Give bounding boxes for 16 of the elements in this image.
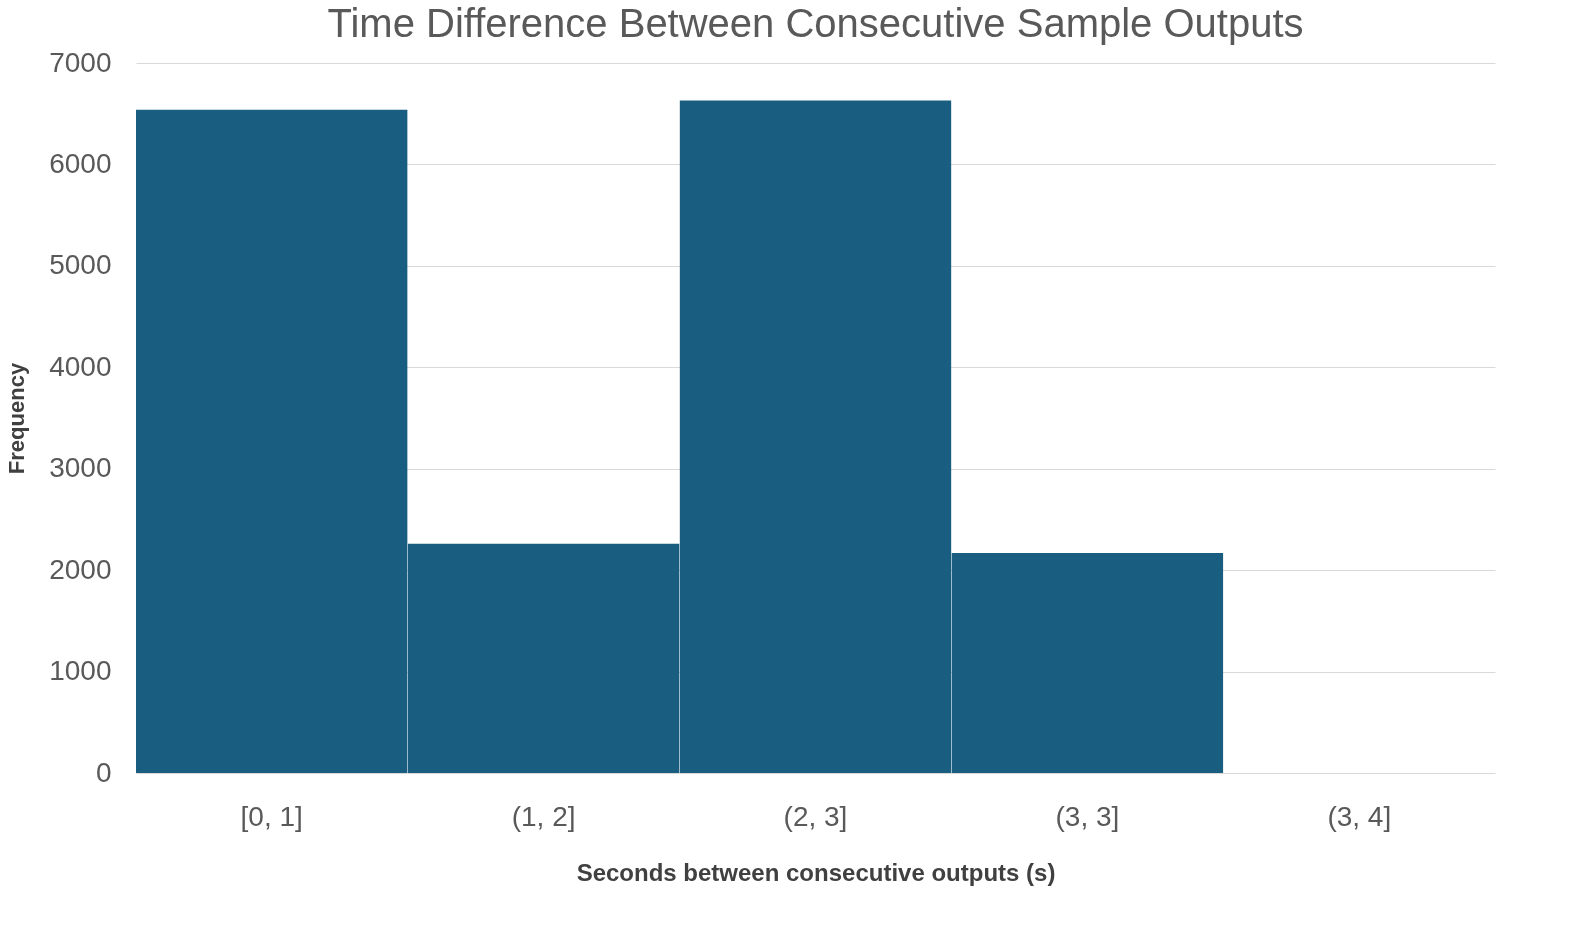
y-tick-label: 4000 — [49, 350, 112, 382]
x-tick-label: [0, 1] — [240, 800, 303, 832]
y-tick-label: 7000 — [49, 46, 112, 78]
x-tick-label: (3, 4] — [1327, 800, 1392, 832]
y-tick-label: 1000 — [49, 655, 112, 687]
chart-title: Time Difference Between Consecutive Sample Outputs — [327, 1, 1304, 45]
x-axis-title: Seconds between consecutive outputs (s) — [576, 858, 1056, 886]
x-tick-label: (1, 2] — [511, 800, 576, 832]
y-tick-label: 0 — [95, 756, 112, 788]
y-tick-label: 5000 — [49, 249, 112, 281]
x-tick-label: (3, 3] — [1055, 800, 1120, 832]
y-tick-label: 3000 — [49, 452, 112, 484]
y-tick-label: 2000 — [49, 553, 112, 585]
y-tick-label: 6000 — [49, 147, 112, 179]
y-axis-title: Frequency — [4, 362, 30, 475]
x-tick-label: (2, 3] — [783, 800, 848, 832]
